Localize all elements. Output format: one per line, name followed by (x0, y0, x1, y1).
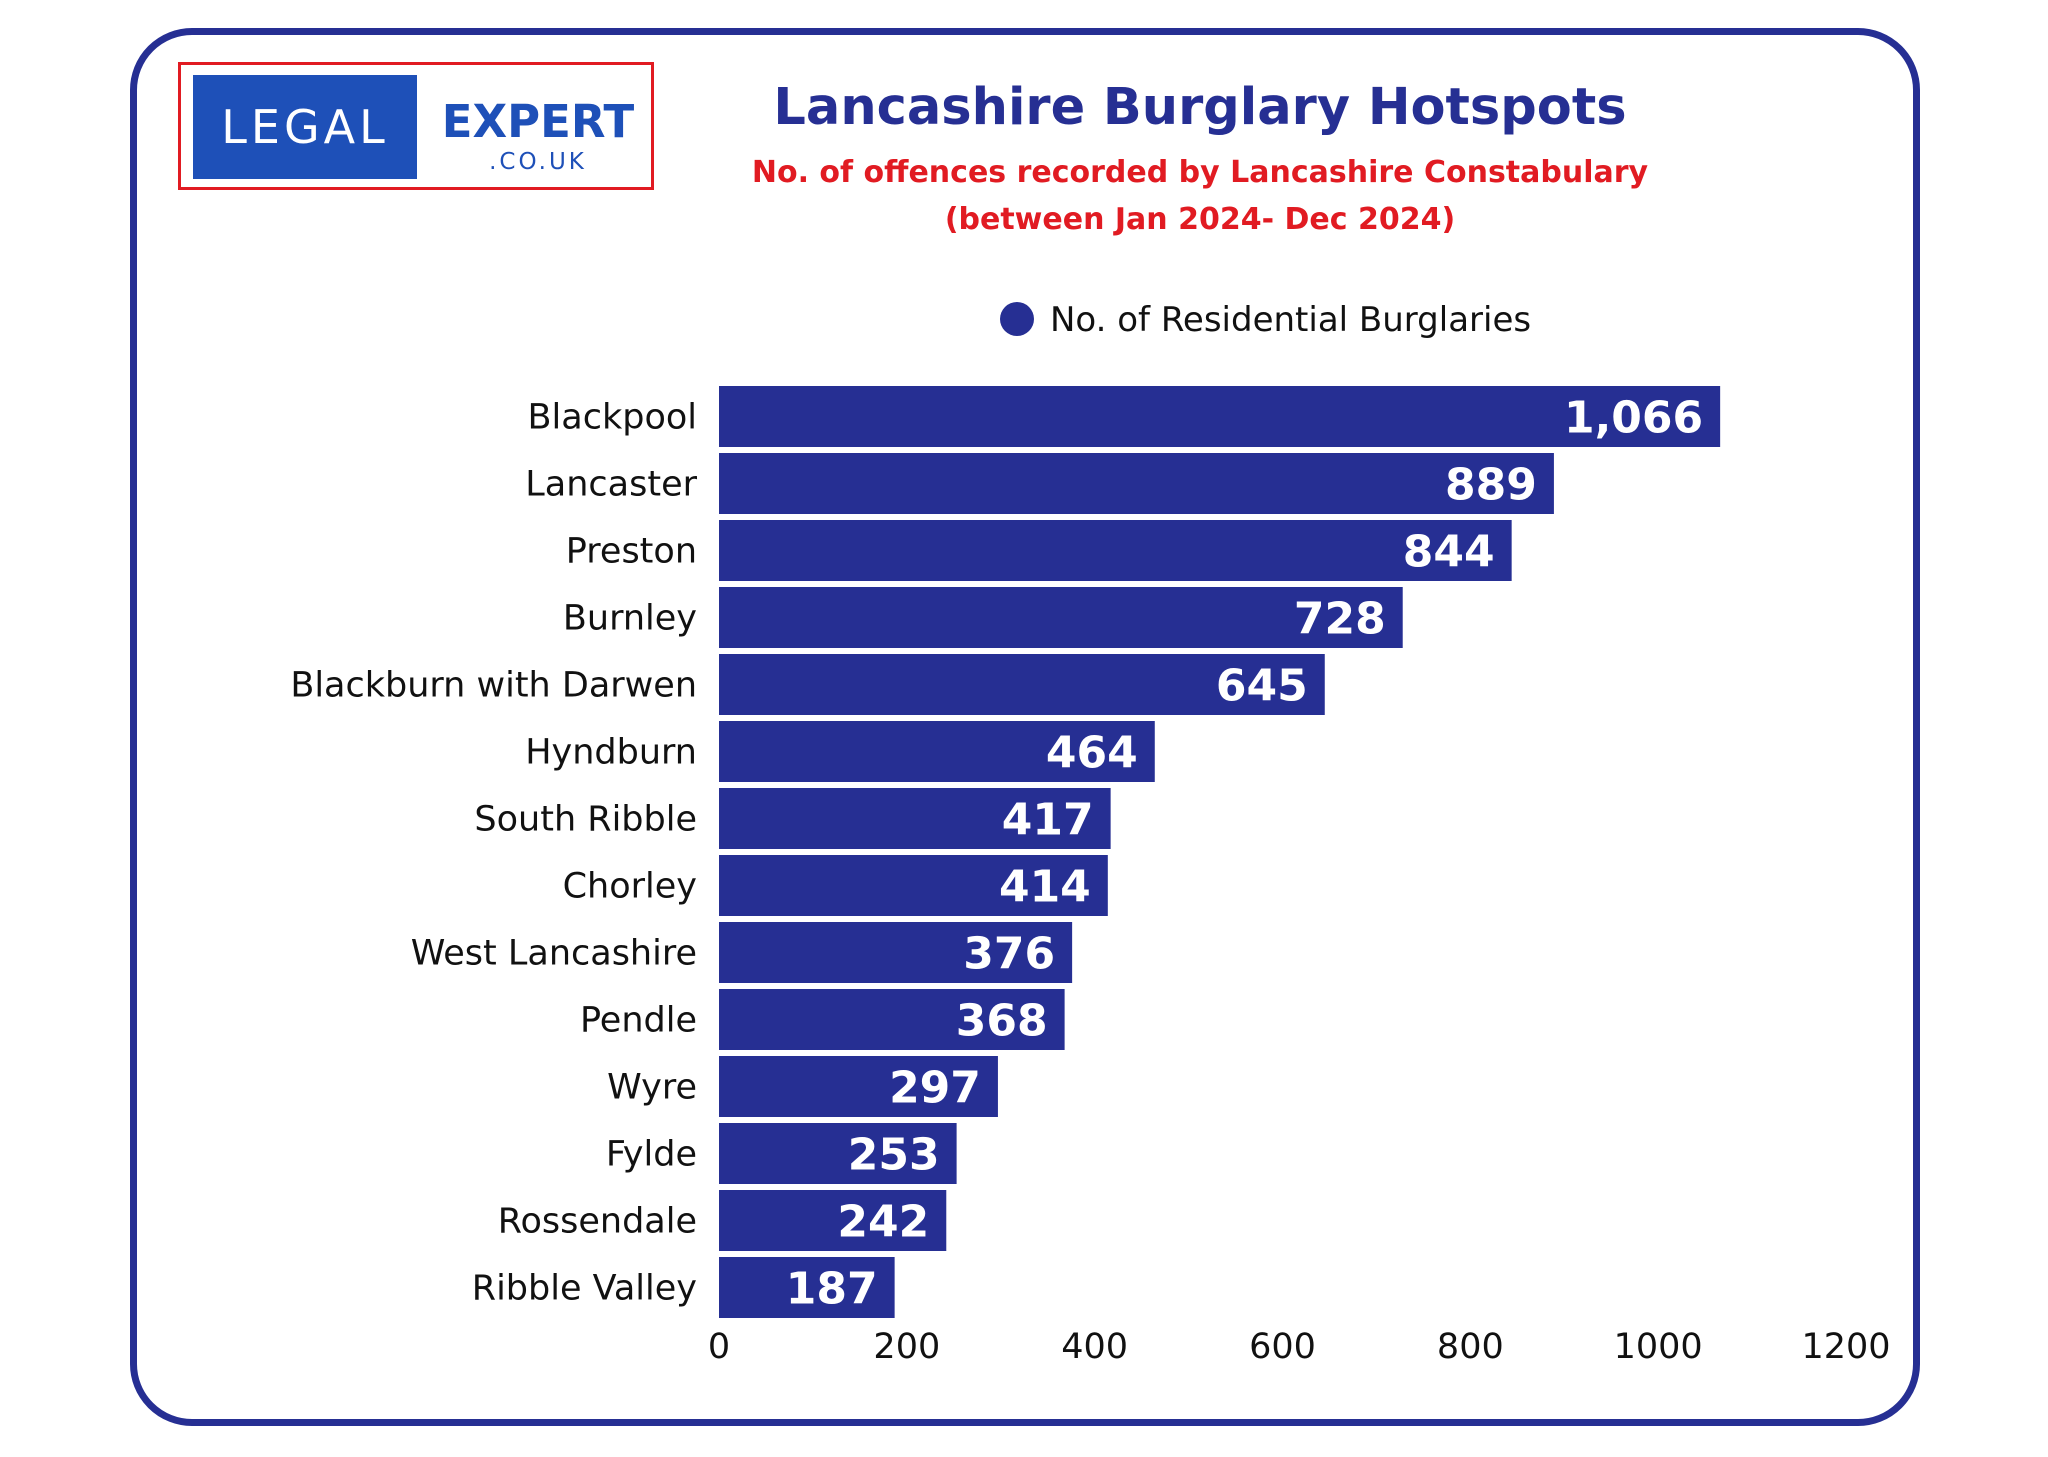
category-label: Fylde (606, 1135, 697, 1175)
x-tick-label: 600 (1249, 1327, 1316, 1367)
value-label: 414 (999, 862, 1091, 913)
logo-domain-text: .CO.UK (489, 149, 587, 175)
chart-title: Lancashire Burglary Hotspots (773, 78, 1627, 137)
x-tick-label: 0 (708, 1327, 730, 1367)
bars-group (719, 386, 1721, 1318)
bar-wyre (719, 1056, 998, 1117)
value-label: 253 (848, 1130, 940, 1181)
x-tick-label: 800 (1437, 1327, 1504, 1367)
logo-legal-text: LEGAL (193, 75, 417, 179)
value-label: 464 (1046, 728, 1138, 779)
category-label: Pendle (580, 1001, 697, 1041)
chart-subtitle-line-1: No. of offences recorded by Lancashire C… (751, 155, 1649, 190)
category-label: Burnley (563, 599, 697, 639)
bar-south-ribble (719, 788, 1111, 849)
bar-ribble-valley (719, 1257, 895, 1318)
value-label: 889 (1445, 460, 1537, 511)
legal-expert-logo: LEGAL EXPERT .CO.UK (178, 62, 654, 190)
category-label: Chorley (563, 867, 697, 907)
bar-west-lancashire (719, 922, 1073, 983)
category-label: Blackpool (528, 398, 697, 438)
bar-rossendale (719, 1190, 947, 1251)
category-label: West Lancashire (411, 934, 697, 974)
value-label: 242 (837, 1197, 929, 1248)
value-label: 376 (963, 929, 1055, 980)
category-label: Rossendale (498, 1202, 697, 1242)
value-label: 1,066 (1564, 393, 1703, 444)
value-label: 187 (786, 1264, 878, 1315)
value-label: 368 (956, 996, 1048, 1047)
legend-label: No. of Residential Burglaries (1050, 300, 1531, 340)
x-tick-label: 1200 (1801, 1327, 1890, 1367)
logo-expert-text: EXPERT (441, 95, 635, 148)
bar-burnley (719, 587, 1403, 648)
value-label: 728 (1294, 594, 1386, 645)
bar-blackpool (719, 386, 1721, 447)
x-axis-ticks-group: 0 200 400 600 800 1000 1200 (708, 1327, 1891, 1367)
chart-subtitle-line-2: (between Jan 2024- Dec 2024) (944, 202, 1456, 237)
x-tick-label: 200 (873, 1327, 940, 1367)
bar-preston (719, 520, 1512, 581)
category-label: Ribble Valley (472, 1269, 697, 1309)
bar-pendle (719, 989, 1065, 1050)
chart-legend: No. of Residential Burglaries (1000, 300, 1531, 340)
category-label: Lancaster (525, 465, 697, 505)
value-labels-group: 1,066 889 844 728 645 464 417 414 376 368 297 253 24… (786, 393, 1703, 1315)
bar-hyndburn (719, 721, 1155, 782)
bar-chorley (719, 855, 1108, 916)
bar-lancaster (719, 453, 1554, 514)
value-label: 417 (1002, 795, 1094, 846)
category-label: South Ribble (474, 800, 697, 840)
category-label: Wyre (607, 1068, 697, 1108)
x-tick-label: 400 (1061, 1327, 1128, 1367)
value-label: 297 (889, 1063, 981, 1114)
bar-blackburn-with-darwen (719, 654, 1325, 715)
legend-marker (1000, 302, 1034, 336)
bar-fylde (719, 1123, 957, 1184)
x-tick-label: 1000 (1614, 1327, 1703, 1367)
value-label: 844 (1403, 527, 1495, 578)
category-label: Hyndburn (525, 733, 697, 773)
category-label: Preston (566, 532, 697, 572)
category-label: Blackburn with Darwen (290, 666, 697, 706)
value-label: 645 (1216, 661, 1308, 712)
category-labels-group: Blackpool Lancaster Preston Burnley Blackbur… (290, 398, 697, 1309)
